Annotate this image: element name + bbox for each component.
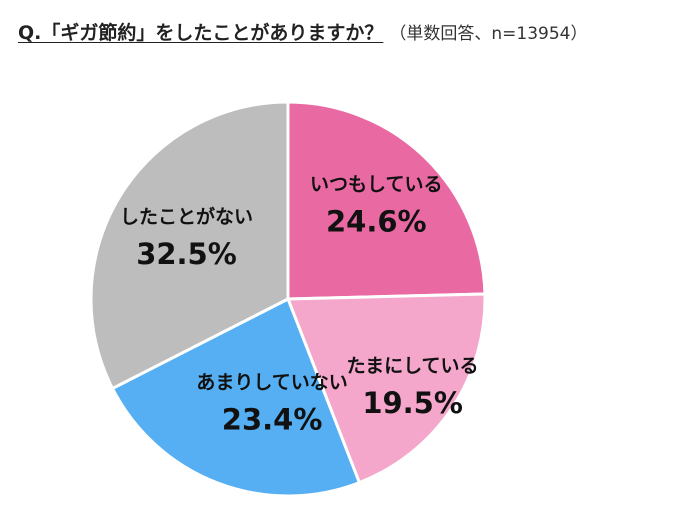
pie-slice-3 [110, 297, 361, 498]
pie-slice-1 [286, 100, 487, 301]
question-text: Q.「ギガ節約」をしたことがありますか？ [18, 22, 384, 44]
pie-slices [89, 100, 487, 498]
pie-slice-2 [286, 292, 487, 485]
pie-slice-4 [89, 100, 290, 390]
chart-title: Q.「ギガ節約」をしたことがありますか？ （単数回答、n=13954） [18, 20, 587, 47]
pie-labels: いつもしている 24.6% たまにしている 19.5% あまりしていない 23.4% したこ… [120, 173, 479, 436]
slice-value-label-2: 19.5% [362, 386, 463, 420]
slice-category-label-1: いつもしている [310, 173, 442, 195]
slice-category-label-2: たまにしている [347, 355, 479, 377]
slice-category-label-3: あまりしていない [196, 371, 347, 393]
slice-value-label-4: 32.5% [136, 237, 237, 271]
slice-value-label-3: 23.4% [222, 402, 323, 436]
response-note: （単数回答、n=13954） [389, 24, 588, 44]
slice-category-label-4: したことがない [120, 205, 253, 228]
slice-value-label-1: 24.6% [326, 204, 427, 238]
